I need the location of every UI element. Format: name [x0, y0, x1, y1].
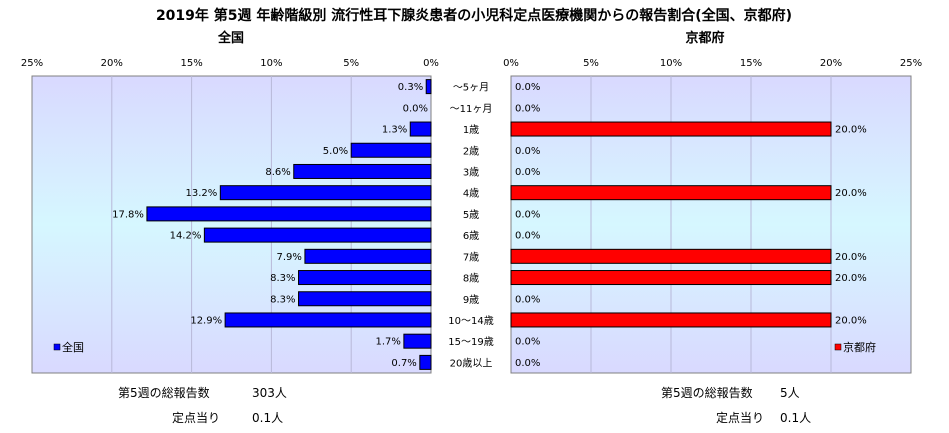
category-label: ～11ヶ月: [450, 103, 493, 115]
national-bar: [419, 354, 432, 370]
kyoto-value-label: 0.0%: [515, 103, 540, 114]
national-bar: [409, 121, 432, 137]
national-value-label: 0.3%: [398, 82, 423, 93]
national-bar: [219, 185, 432, 201]
kyoto-value-label: 20.0%: [835, 125, 867, 136]
national-x-tick-label: 5%: [343, 58, 359, 69]
category-label: 9歳: [463, 294, 479, 306]
category-label: 6歳: [463, 230, 479, 242]
kyoto-bar: [510, 270, 832, 286]
national-value-label: 1.7%: [375, 337, 400, 348]
national-bar: [293, 163, 432, 179]
kyoto-value-label: 0.0%: [515, 167, 540, 178]
category-label: 2歳: [463, 145, 479, 157]
national-value-label: 8.3%: [270, 294, 295, 305]
national-x-tick-label: 25%: [21, 58, 43, 69]
national-per-site-value: 0.1人: [252, 411, 283, 425]
kyoto-legend-label: 京都府: [843, 340, 876, 354]
category-label: ～5ヶ月: [453, 82, 489, 94]
kyoto-value-label: 0.0%: [515, 82, 540, 93]
kyoto-value-label: 0.0%: [515, 294, 540, 305]
national-value-label: 17.8%: [112, 209, 144, 220]
national-bar: [146, 206, 432, 222]
category-label: 7歳: [463, 251, 479, 263]
national-bar: [403, 333, 432, 349]
national-bar: [425, 79, 432, 95]
kyoto-value-label: 0.0%: [515, 337, 540, 348]
national-value-label: 1.3%: [382, 125, 407, 136]
category-label: 5歳: [463, 209, 479, 221]
category-label: 3歳: [463, 166, 479, 178]
national-total-value: 303人: [252, 386, 287, 400]
national-plot-area: [31, 75, 432, 374]
kyoto-x-tick-label: 0%: [503, 58, 519, 69]
kyoto-value-label: 20.0%: [835, 315, 867, 326]
kyoto-bar: [510, 248, 832, 264]
national-value-label: 0.0%: [403, 103, 428, 114]
kyoto-total-label: 第5週の総報告数: [661, 385, 753, 400]
kyoto-x-tick-label: 15%: [740, 58, 762, 69]
national-legend-label: 全国: [62, 340, 84, 354]
kyoto-x-tick-label: 20%: [820, 58, 842, 69]
national-bar: [224, 312, 432, 328]
kyoto-value-label: 0.0%: [515, 209, 540, 220]
kyoto-x-tick-label: 5%: [583, 58, 599, 69]
national-value-label: 12.9%: [190, 315, 222, 326]
category-label: 8歳: [463, 273, 479, 285]
kyoto-value-label: 0.0%: [515, 358, 540, 369]
national-legend-swatch: [53, 343, 61, 351]
kyoto-value-label: 20.0%: [835, 252, 867, 263]
category-label: 20歳以上: [450, 357, 493, 369]
kyoto-total-value: 5人: [780, 386, 800, 400]
kyoto-value-label: 20.0%: [835, 188, 867, 199]
kyoto-per-site-value: 0.1人: [780, 411, 811, 425]
category-label: 15～19歳: [448, 336, 493, 348]
national-value-label: 0.7%: [391, 358, 416, 369]
national-x-tick-label: 10%: [260, 58, 282, 69]
national-value-label: 5.0%: [323, 146, 348, 157]
kyoto-panel: 0% 5% 10% 15% 20% 25% 0.0% 0.0% 20.0% 0.0% 0.0% 20.…: [503, 58, 922, 374]
kyoto-per-site-label: 定点当り: [716, 410, 764, 425]
kyoto-value-label: 0.0%: [515, 146, 540, 157]
national-value-label: 14.2%: [170, 231, 202, 242]
national-bar: [203, 227, 432, 243]
national-total-label: 第5週の総報告数: [118, 385, 210, 400]
national-value-label: 8.6%: [265, 167, 290, 178]
kyoto-value-label: 0.0%: [515, 231, 540, 242]
national-x-tick-label: 0%: [423, 58, 439, 69]
kyoto-bar: [510, 121, 832, 137]
national-per-site-label: 定点当り: [172, 410, 220, 425]
category-labels: ～5ヶ月 ～11ヶ月 1歳 2歳 3歳 4歳 5歳 6歳 7歳 8歳 9歳 10～14歳 15～19歳 2…: [436, 76, 506, 373]
kyoto-legend-swatch: [834, 343, 842, 351]
national-subtitle: 全国: [217, 30, 244, 46]
national-panel: 25% 20% 15% 10% 5% 0% 0.3% 0.0% 1.3% 5.0% 8.6% 13.2…: [21, 58, 439, 374]
category-label: 4歳: [463, 188, 479, 200]
category-label: 1歳: [463, 124, 479, 136]
chart-title: 2019年 第5週 年齢階級別 流行性耳下腺炎患者の小児科定点医療機関からの報告…: [156, 7, 792, 24]
category-column: [436, 76, 506, 373]
national-x-tick-label: 15%: [180, 58, 202, 69]
national-value-label: 7.9%: [277, 252, 302, 263]
national-value-label: 13.2%: [186, 188, 218, 199]
national-bar: [350, 142, 432, 158]
kyoto-value-label: 20.0%: [835, 273, 867, 284]
category-label: 10～14歳: [448, 315, 493, 327]
kyoto-x-tick-label: 25%: [900, 58, 922, 69]
kyoto-subtitle: 京都府: [685, 30, 724, 46]
kyoto-bar: [510, 185, 832, 201]
national-bar: [298, 291, 432, 307]
national-bar: [304, 248, 432, 264]
national-bar: [298, 270, 432, 286]
kyoto-bar: [510, 312, 832, 328]
national-x-tick-label: 20%: [101, 58, 123, 69]
kyoto-x-tick-label: 10%: [660, 58, 682, 69]
national-value-label: 8.3%: [270, 273, 295, 284]
kyoto-plot-area: [510, 75, 912, 374]
